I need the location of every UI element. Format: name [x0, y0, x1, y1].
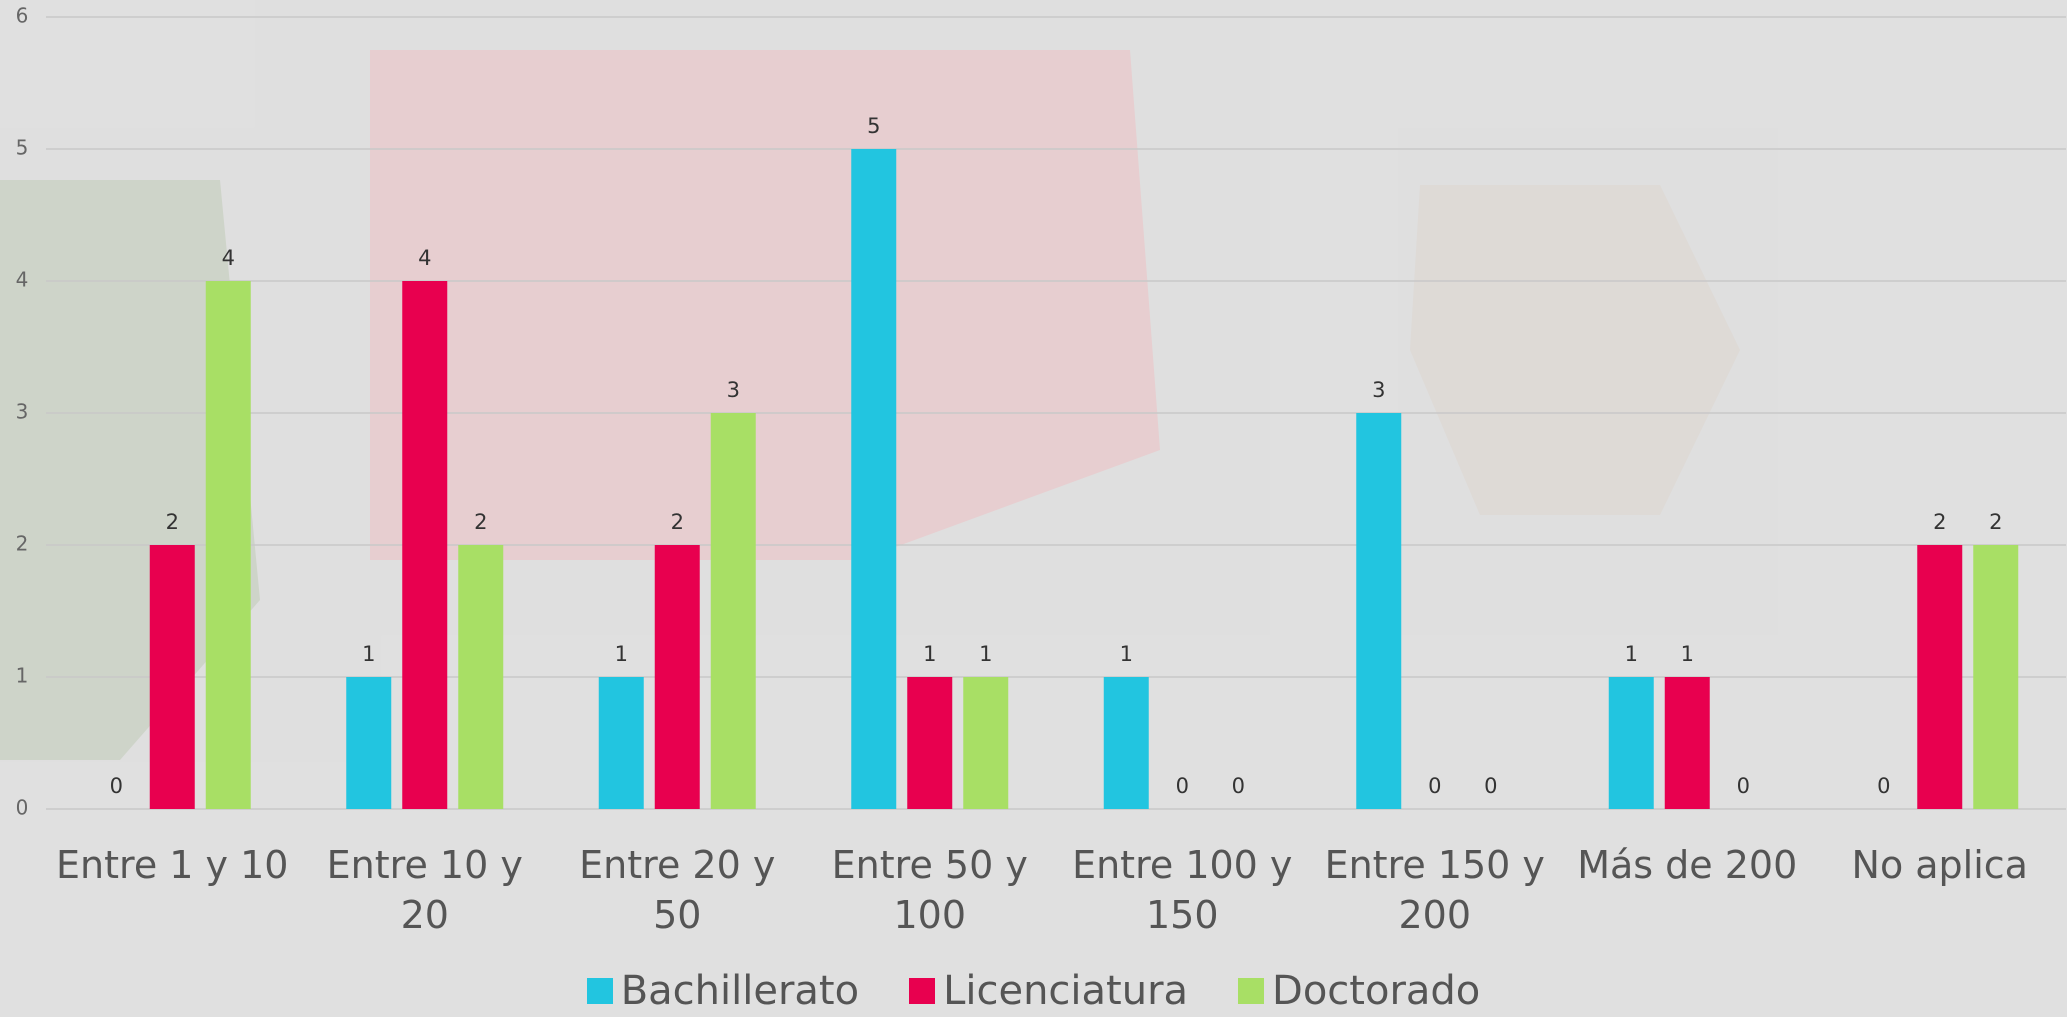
data-label: 2 [474, 510, 487, 534]
data-label: 1 [1120, 642, 1133, 666]
x-tick-label: No aplica [1851, 843, 2028, 887]
data-label: 1 [923, 642, 936, 666]
x-tick-label: Más de 200 [1577, 843, 1798, 887]
x-tick-label: Entre 20 y 50 [579, 843, 776, 937]
y-tick-label: 5 [16, 136, 29, 160]
y-tick-label: 0 [16, 796, 29, 820]
bar [1103, 677, 1149, 809]
y-tick-label: 4 [16, 268, 29, 292]
data-label: 2 [166, 510, 179, 534]
bar [907, 677, 953, 809]
data-label: 3 [1372, 378, 1385, 402]
x-tick-label: Entre 150 y 200 [1324, 843, 1545, 937]
legend-label: Licenciatura [943, 968, 1189, 1014]
data-label: 3 [727, 378, 740, 402]
data-label: 1 [1681, 642, 1694, 666]
x-tick-label: Entre 100 y 150 [1072, 843, 1293, 937]
data-label: 1 [615, 642, 628, 666]
y-tick-label: 3 [16, 400, 29, 424]
legend-swatch [1238, 978, 1265, 1004]
bar [458, 545, 504, 809]
data-label: 4 [222, 246, 235, 270]
data-label: 0 [1877, 774, 1890, 798]
legend-item: Bachillerato [586, 968, 860, 1014]
data-label: 0 [1737, 774, 1750, 798]
x-tick-label: Entre 10 y 20 [326, 843, 523, 937]
y-tick-label: 6 [16, 4, 29, 28]
data-label: 1 [362, 642, 375, 666]
data-label: 1 [1625, 642, 1638, 666]
legend: Bachillerato Licenciatura Doctorado [0, 968, 2067, 1014]
x-tick-label: Entre 1 y 10 [56, 843, 289, 887]
bar [654, 545, 700, 809]
bar [1973, 545, 2019, 809]
data-label: 0 [1428, 774, 1441, 798]
legend-label: Bachillerato [620, 968, 860, 1014]
bar [205, 281, 251, 809]
bar [851, 149, 897, 809]
bar [1664, 677, 1710, 809]
bar [1917, 545, 1963, 809]
bar [598, 677, 644, 809]
screen-shape [370, 50, 1160, 560]
data-label: 0 [110, 774, 123, 798]
bar [1608, 677, 1654, 809]
legend-swatch [586, 978, 613, 1004]
data-label: 5 [867, 114, 880, 138]
y-tick-label: 2 [16, 532, 29, 556]
data-label: 0 [1484, 774, 1497, 798]
data-label: 0 [1232, 774, 1245, 798]
y-tick-label: 1 [16, 664, 29, 688]
x-tick-label: Entre 50 y 100 [831, 843, 1028, 937]
plant-shape [0, 180, 260, 760]
bar [149, 545, 195, 809]
hexagon [1410, 185, 1740, 515]
bar [963, 677, 1009, 809]
data-label: 2 [1989, 510, 2002, 534]
legend-item: Licenciatura [909, 968, 1188, 1014]
data-label: 2 [1933, 510, 1946, 534]
legend-item: Doctorado [1238, 968, 1480, 1014]
legend-swatch [909, 978, 936, 1004]
data-label: 1 [979, 642, 992, 666]
bar [1356, 413, 1402, 809]
bar [402, 281, 448, 809]
data-label: 0 [1176, 774, 1189, 798]
legend-label: Doctorado [1272, 968, 1481, 1014]
bar [346, 677, 392, 809]
data-label: 4 [418, 246, 431, 270]
bar [710, 413, 756, 809]
data-label: 2 [671, 510, 684, 534]
